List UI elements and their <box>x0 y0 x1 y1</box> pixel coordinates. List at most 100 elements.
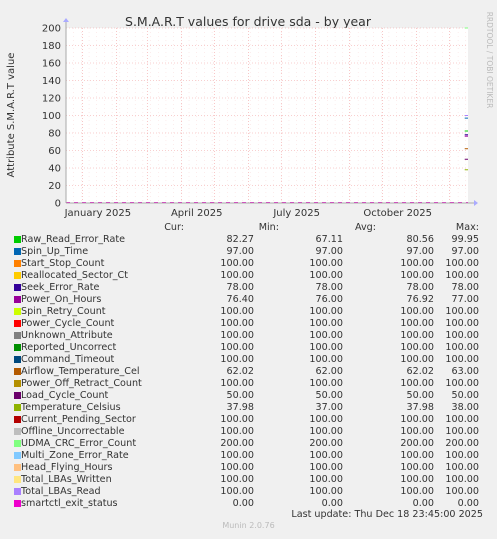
y-tick-label: 20 <box>48 181 61 192</box>
legend-row: Current_Pending_Sector 100.00 100.00 100.00… <box>0 414 497 426</box>
y-ticks: 0 20 40 60 80 100 120 140 160 180 200 <box>42 24 61 210</box>
series-name: Multi_Zone_Error_Rate <box>21 450 129 461</box>
cur-value: 76.40 <box>226 294 254 305</box>
legend-swatch <box>14 476 21 483</box>
max-value: 100.00 <box>445 342 479 353</box>
cur-value: 100.00 <box>220 258 254 269</box>
min-value: 76.00 <box>315 294 343 305</box>
min-value: 100.00 <box>309 426 343 437</box>
avg-value: 0.00 <box>412 498 434 509</box>
cur-value: 100.00 <box>220 462 254 473</box>
avg-value: 100.00 <box>400 330 434 341</box>
avg-value: 37.98 <box>406 402 434 413</box>
min-value: 200.00 <box>309 438 343 449</box>
series-name: Reported_Uncorrect <box>21 342 117 353</box>
grid <box>65 27 468 203</box>
avg-value: 80.56 <box>406 234 434 245</box>
col-cur-header: Cur: <box>164 222 184 233</box>
avg-value: 50.00 <box>406 390 434 401</box>
legend-swatch <box>14 392 21 399</box>
y-tick-label: 40 <box>48 164 61 175</box>
max-value: 100.00 <box>445 306 479 317</box>
series-name: Unknown_Attribute <box>21 330 113 341</box>
min-value: 100.00 <box>309 450 343 461</box>
max-value: 77.00 <box>451 294 479 305</box>
series-name: Temperature_Celsius <box>21 402 121 413</box>
legend-swatch <box>14 452 21 459</box>
min-value: 100.00 <box>309 378 343 389</box>
y-tick-label: 80 <box>48 129 61 140</box>
legend-swatch <box>14 260 21 267</box>
cur-value: 200.00 <box>220 438 254 449</box>
y-axis-arrow <box>63 18 69 22</box>
legend-row: Power_Off_Retract_Count 100.00 100.00 100.0… <box>0 378 497 390</box>
max-value: 100.00 <box>445 258 479 269</box>
max-value: 100.00 <box>445 414 479 425</box>
avg-value: 100.00 <box>400 462 434 473</box>
x-tick-label: April 2025 <box>171 208 222 219</box>
cur-value: 100.00 <box>220 474 254 485</box>
series-name: Head_Flying_Hours <box>21 462 113 473</box>
series-name: UDMA_CRC_Error_Count <box>21 438 137 449</box>
max-value: 100.00 <box>445 474 479 485</box>
legend-swatch <box>14 416 21 423</box>
avg-value: 100.00 <box>400 342 434 353</box>
legend-row: Raw_Read_Error_Rate 82.27 67.11 80.56 99.95 <box>0 234 497 246</box>
y-tick-label: 180 <box>42 41 61 52</box>
cur-value: 100.00 <box>220 354 254 365</box>
min-value: 100.00 <box>309 270 343 281</box>
col-max-header: Max: <box>455 222 479 233</box>
avg-value: 78.00 <box>406 282 434 293</box>
cur-value: 37.98 <box>226 402 254 413</box>
min-value: 100.00 <box>309 462 343 473</box>
cur-value: 100.00 <box>220 414 254 425</box>
avg-value: 100.00 <box>400 450 434 461</box>
min-value: 97.00 <box>315 246 343 257</box>
max-value: 100.00 <box>445 354 479 365</box>
legend-swatch <box>14 344 21 351</box>
cur-value: 100.00 <box>220 486 254 497</box>
legend-swatch <box>14 428 21 435</box>
max-value: 38.00 <box>451 402 479 413</box>
legend-swatch <box>14 404 21 411</box>
cur-value: 100.00 <box>220 450 254 461</box>
legend-swatch <box>14 236 21 243</box>
max-value: 100.00 <box>445 450 479 461</box>
cur-value: 78.00 <box>226 282 254 293</box>
y-tick-label: 160 <box>42 59 61 70</box>
max-value: 100.00 <box>445 378 479 389</box>
y-tick-label: 100 <box>42 111 61 122</box>
avg-value: 97.00 <box>406 246 434 257</box>
series-name: Spin_Up_Time <box>21 246 89 257</box>
legend-row: Airflow_Temperature_Cel 62.02 62.00 62.02 63… <box>0 366 497 378</box>
legend-swatch <box>14 440 21 447</box>
legend-row: Reported_Uncorrect 100.00 100.00 100.00 100.… <box>0 342 497 354</box>
legend-swatch <box>14 356 21 363</box>
min-value: 100.00 <box>309 354 343 365</box>
legend-swatch <box>14 332 21 339</box>
series-name: Current_Pending_Sector <box>21 414 136 425</box>
x-tick-label: January 2025 <box>64 208 132 219</box>
max-value: 100.00 <box>445 426 479 437</box>
max-value: 200.00 <box>445 438 479 449</box>
legend-swatch <box>14 320 21 327</box>
legend-row: Start_Stop_Count 100.00 100.00 100.00 100.00 <box>0 258 497 270</box>
legend-swatch <box>14 500 21 507</box>
legend-row: Temperature_Celsius 37.98 37.00 37.98 38.00 <box>0 402 497 414</box>
legend-swatch <box>14 248 21 255</box>
min-value: 0.00 <box>321 498 343 509</box>
avg-value: 100.00 <box>400 354 434 365</box>
legend-row: Power_Cycle_Count 100.00 100.00 100.00 100.0… <box>0 318 497 330</box>
rrdtool-credit: RRDTOOL / TOBI OETIKER <box>485 12 494 109</box>
legend-row: Power_On_Hours 76.40 76.00 76.92 77.00 <box>0 294 497 306</box>
legend-swatch <box>14 284 21 291</box>
avg-value: 76.92 <box>406 294 434 305</box>
min-value: 37.00 <box>315 402 343 413</box>
min-value: 100.00 <box>309 414 343 425</box>
series-name: Spin_Retry_Count <box>21 306 106 317</box>
col-min-header: Min: <box>258 222 279 233</box>
legend-swatch <box>14 464 21 471</box>
legend-swatch <box>14 488 21 495</box>
cur-value: 62.02 <box>226 366 254 377</box>
